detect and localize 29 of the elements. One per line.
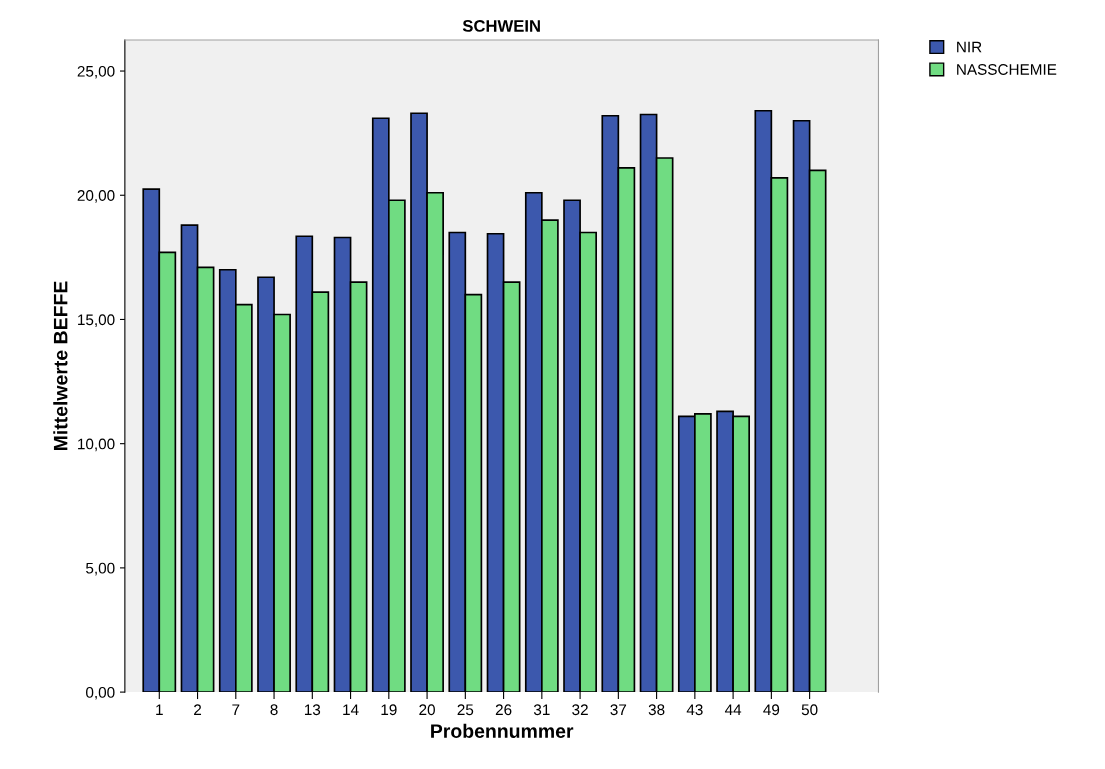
x-tick-label: 25	[457, 704, 474, 716]
legend-label: NIR	[957, 41, 982, 53]
y-tick-label: 20,00	[77, 190, 115, 203]
x-tick-label: 43	[686, 704, 703, 716]
x-tick-label: 20	[419, 704, 435, 716]
x-tick-label: 32	[572, 704, 588, 716]
x-tick-label: 37	[610, 704, 627, 716]
x-tick-label: 31	[533, 704, 550, 716]
y-tick-label: 0,00	[86, 686, 115, 700]
x-tick-label: 13	[304, 704, 321, 716]
y-axis-title: Mittelwerte BEFFE	[53, 281, 68, 451]
x-tick-label: 7	[232, 704, 240, 715]
x-tick-label: 14	[343, 704, 359, 715]
x-tick-label: 8	[270, 704, 278, 716]
y-tick-label: 5,00	[86, 562, 115, 576]
x-tick-label: 44	[724, 704, 742, 715]
x-tick-label: 1	[156, 704, 163, 715]
x-tick-label: 49	[763, 704, 780, 716]
x-tick-label: 19	[381, 704, 397, 716]
x-tick-label: 2	[194, 704, 202, 715]
y-tick-label: 15,00	[78, 314, 115, 327]
chart-title: SCHWEIN	[462, 20, 540, 32]
x-axis-title: Probennummer	[431, 723, 574, 738]
y-tick-label: 25,00	[77, 65, 115, 79]
x-tick-label: 26	[495, 704, 512, 716]
x-tick-label: 50	[801, 704, 818, 716]
legend-label: NASSCHEMIE	[957, 64, 1057, 75]
y-tick-label: 10,00	[78, 438, 115, 452]
x-tick-label: 38	[648, 704, 665, 716]
